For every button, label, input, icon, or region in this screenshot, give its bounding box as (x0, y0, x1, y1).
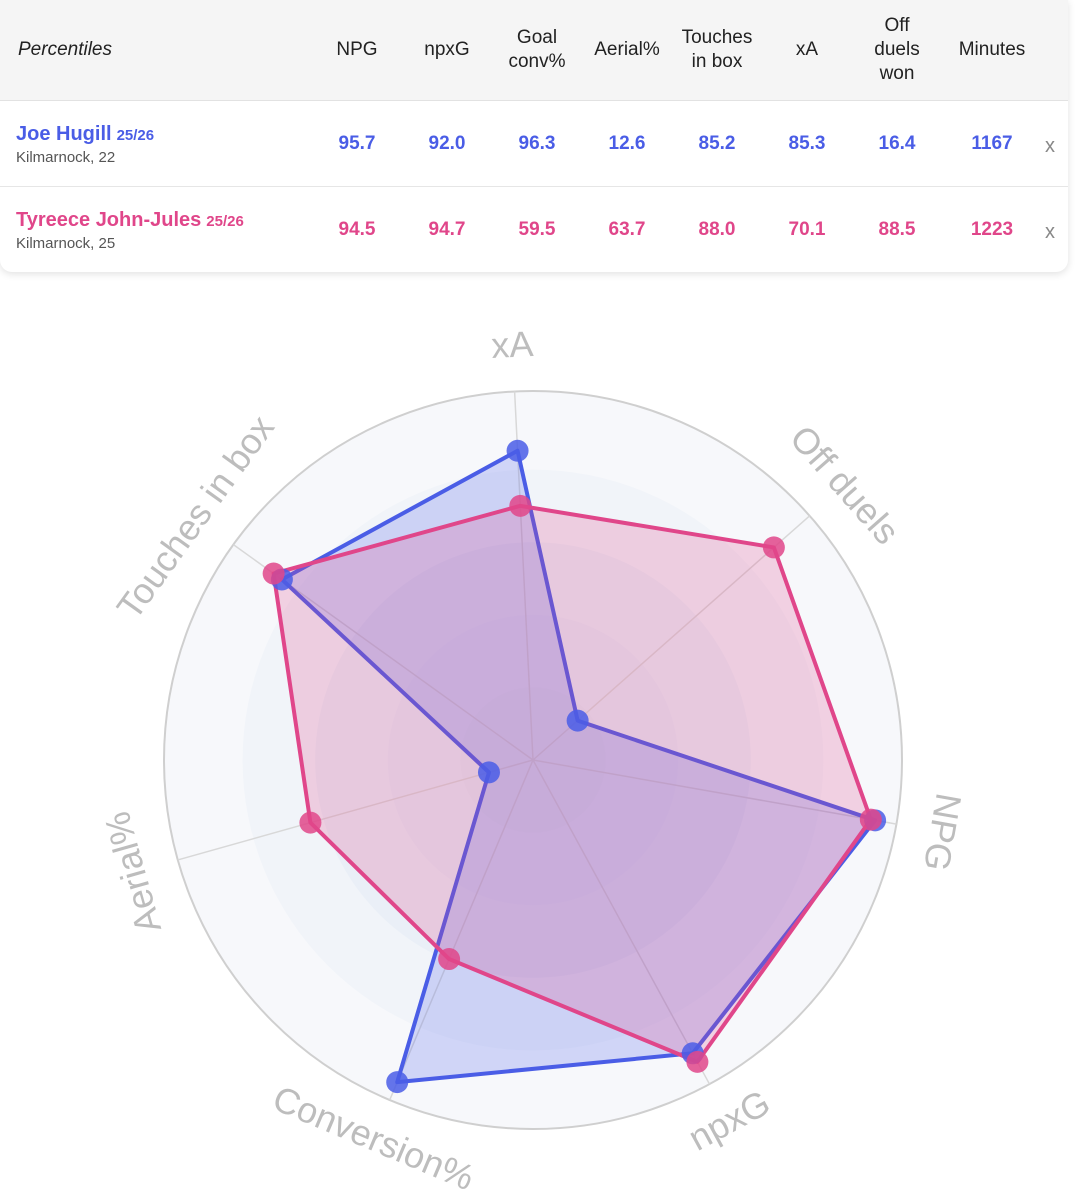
player-name: Joe Hugill (16, 123, 112, 145)
player-name: Tyreece John-Jules (16, 209, 202, 231)
stat-value: 95.7 (338, 133, 376, 154)
club-age: Kilmarnock, 25 (16, 235, 116, 252)
stat-value: 96.3 (518, 133, 556, 154)
stat-value: 12.6 (608, 133, 646, 154)
series-area (271, 503, 873, 1064)
minutes: 1167 (971, 133, 1013, 154)
data-point (762, 536, 785, 559)
data-point (386, 1071, 409, 1094)
column-header: Percentiles (18, 39, 112, 60)
remove-button[interactable]: x (1045, 135, 1055, 157)
column-header: xA (795, 39, 819, 60)
data-point (477, 761, 500, 784)
season: 25/26 (206, 213, 244, 230)
series-area (279, 448, 878, 1085)
data-point (506, 439, 529, 462)
stat-value: 94.7 (428, 219, 466, 240)
column-header: Touches in box (681, 27, 753, 72)
column-header: Off duels won (874, 15, 920, 84)
stat-value: 59.5 (518, 219, 556, 240)
stat-value: 94.5 (338, 219, 376, 240)
data-point (686, 1050, 709, 1073)
column-header: Aerial% (594, 39, 660, 60)
player-name-line: Joe Hugill 25/26 (16, 123, 154, 146)
radar-spoke (532, 759, 711, 1085)
data-point (262, 562, 285, 585)
axis-label: npxG (682, 1082, 777, 1159)
club-age: Kilmarnock, 22 (16, 149, 116, 166)
stat-value: 16.4 (878, 133, 916, 154)
player-row: Tyreece John-Jules 25/26 Kilmarnock, 25 94.… (0, 187, 1068, 272)
stat-value: 63.7 (608, 219, 646, 240)
stat-value: 88.5 (878, 219, 916, 240)
stat-value: 92.0 (428, 133, 466, 154)
stat-value: 85.2 (698, 133, 736, 154)
stat-value: 70.1 (788, 219, 826, 240)
minutes: 1223 (970, 219, 1014, 240)
axis-label: NPG (916, 790, 970, 874)
remove-button[interactable]: x (1045, 221, 1055, 243)
axis-label: xA (490, 323, 534, 366)
data-point (859, 808, 882, 831)
data-point (509, 494, 532, 517)
player-row: Joe Hugill 25/26 Kilmarnock, 22 95.7 92.0 96.… (0, 101, 1068, 187)
column-header: Minutes (958, 39, 1026, 60)
column-header: NPG (336, 39, 378, 60)
radar-spoke (388, 759, 534, 1101)
player-name-line: Tyreece John-Jules 25/26 (16, 209, 244, 232)
season: 25/26 (116, 127, 155, 144)
axis-label: Aerial% (96, 807, 169, 938)
data-point (299, 811, 322, 834)
data-point (438, 948, 461, 971)
data-point (566, 709, 589, 732)
radar-spoke (532, 759, 897, 825)
column-header: npxG (424, 39, 470, 60)
comparison-table: Percentiles NPG npxG Goal conv% Aerial% Touch… (0, 0, 1068, 272)
stat-value: 85.3 (788, 133, 826, 154)
radar-spoke (177, 759, 534, 861)
stat-value: 88.0 (698, 219, 736, 240)
column-header: Goal conv% (508, 27, 566, 72)
table-header: Percentiles NPG npxG Goal conv% Aerial% Touch… (0, 0, 1068, 101)
